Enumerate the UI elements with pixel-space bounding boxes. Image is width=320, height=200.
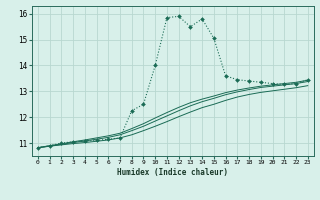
X-axis label: Humidex (Indice chaleur): Humidex (Indice chaleur)	[117, 168, 228, 177]
